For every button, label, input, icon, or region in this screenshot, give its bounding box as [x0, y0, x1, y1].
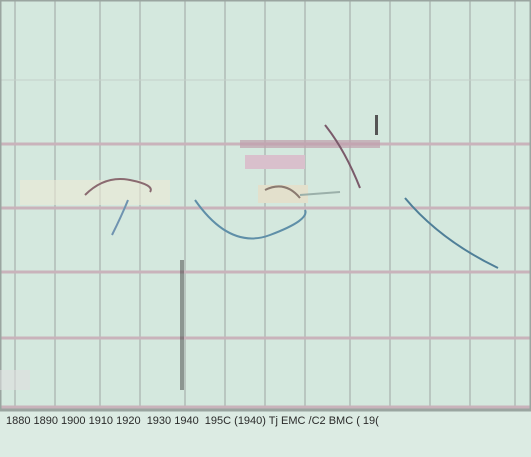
screenshot: 1880 1890 1900 1910 1920 1930 1940 195C …	[0, 0, 531, 457]
footer-text: 1880 1890 1900 1910 1920 1930 1940 195C …	[6, 415, 379, 427]
page: {"footer_text": "1880 1890 1900 1910 192…	[0, 0, 531, 457]
